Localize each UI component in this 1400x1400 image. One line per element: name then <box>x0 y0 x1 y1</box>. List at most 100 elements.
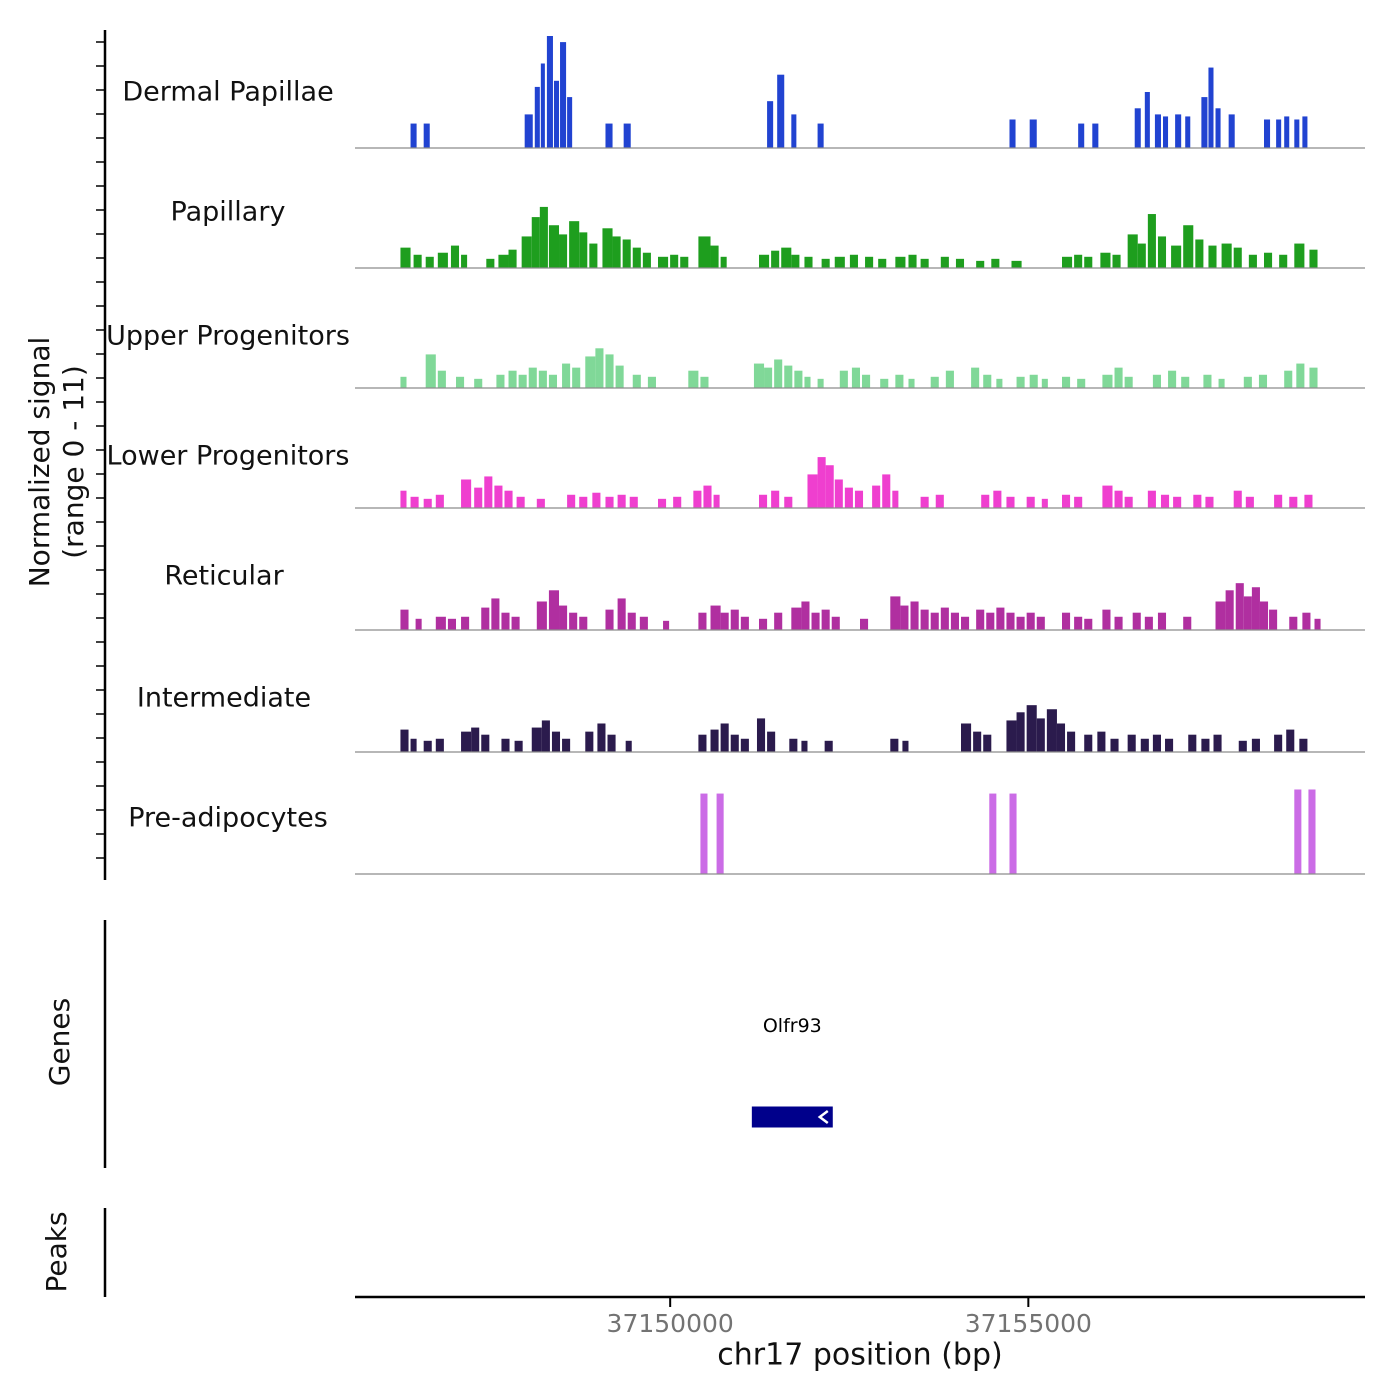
signal-bar <box>1208 245 1217 268</box>
signal-bar <box>496 374 505 388</box>
signal-bar <box>516 496 525 508</box>
signal-bar <box>540 63 545 149</box>
signal-bar <box>642 252 651 268</box>
signal-bar <box>531 217 540 268</box>
signal-bar <box>508 249 517 268</box>
signal-bar <box>1074 616 1083 630</box>
signal-bar <box>400 247 411 268</box>
signal-bar <box>1308 789 1316 874</box>
signal-bar <box>1036 616 1045 630</box>
signal-bar <box>1011 260 1022 268</box>
track-label-dermal-papillae: Dermal Papillae <box>122 76 334 108</box>
signal-bar <box>461 479 472 508</box>
signal-bar <box>1078 123 1085 148</box>
signal-bar <box>824 740 833 752</box>
signal-bar <box>551 731 561 752</box>
signal-bar <box>817 457 826 508</box>
signal-bar <box>548 374 557 388</box>
signal-bar <box>1168 370 1177 388</box>
signal-bar <box>602 228 613 268</box>
y-axis-label-signal-line1: Normalized signal <box>23 336 56 588</box>
signal-bar <box>1274 494 1283 508</box>
signal-bar <box>627 612 636 630</box>
signal-bar <box>1248 254 1257 268</box>
signal-bar <box>1185 116 1191 148</box>
signal-bar <box>494 485 503 508</box>
signal-bar <box>908 254 917 268</box>
signal-bar <box>996 378 1003 388</box>
signal-bar <box>1215 108 1221 148</box>
signal-bar <box>1110 738 1119 752</box>
signal-bar <box>1062 376 1071 388</box>
signal-bar <box>1251 587 1260 630</box>
signal-bar <box>955 258 965 268</box>
signal-bar <box>817 123 824 148</box>
signal-bar <box>647 376 656 388</box>
signal-bar <box>400 729 409 752</box>
signal-bar <box>1289 496 1298 508</box>
signal-bar <box>481 607 490 630</box>
signal-bar <box>791 607 802 630</box>
signal-bar <box>1026 705 1037 752</box>
signal-bar <box>740 616 749 630</box>
track-label-lower-progenitors: Lower Progenitors <box>106 440 350 472</box>
signal-bar <box>789 738 798 752</box>
signal-bar <box>1006 496 1015 508</box>
y-axis-label-peaks: Peaks <box>40 1211 73 1293</box>
signal-bar <box>882 474 891 508</box>
x-tick-label: 37150000 <box>607 1309 734 1338</box>
signal-bar <box>983 374 992 388</box>
signal-bar <box>536 498 545 508</box>
signal-bar <box>1016 376 1025 388</box>
signal-bar <box>920 496 929 508</box>
signal-bar <box>849 254 858 268</box>
signal-bar <box>991 258 1000 268</box>
signal-bar <box>1299 738 1308 752</box>
signal-bar <box>518 374 527 388</box>
signal-bar <box>521 236 532 268</box>
signal-bar <box>1029 374 1038 388</box>
track-label-pre-adipocytes: Pre-adipocytes <box>128 802 328 834</box>
signal-bar <box>605 496 614 508</box>
signal-bar <box>1157 612 1167 630</box>
signal-bar <box>579 232 588 268</box>
signal-bar <box>940 256 949 268</box>
y-axis-label-genes: Genes <box>43 997 76 1087</box>
signal-bar <box>560 42 567 148</box>
signal-bar <box>935 494 944 508</box>
signal-bar <box>1041 498 1048 508</box>
signal-bar <box>825 465 834 508</box>
signal-bar <box>781 247 792 268</box>
signal-bar <box>567 97 573 148</box>
signal-bar <box>892 490 899 508</box>
signal-bar <box>759 254 770 268</box>
signal-bar <box>1132 612 1141 630</box>
signal-bar <box>756 718 766 752</box>
signal-bar <box>1218 378 1225 388</box>
x-axis-title: chr17 position (bp) <box>717 1337 1003 1373</box>
track-label-reticular: Reticular <box>164 560 284 592</box>
signal-bar <box>801 740 808 752</box>
signal-bar <box>1276 119 1282 148</box>
signal-bar <box>1228 114 1235 148</box>
signal-bar <box>834 256 845 268</box>
signal-bar <box>1062 612 1071 630</box>
signal-bar <box>541 720 550 752</box>
signal-bar <box>804 256 813 268</box>
signal-bar <box>821 258 830 268</box>
signal-bar <box>1233 247 1242 268</box>
signal-bar <box>437 252 448 268</box>
signal-bar <box>1097 731 1106 752</box>
signal-bar <box>461 254 468 268</box>
signal-bar <box>539 206 548 268</box>
signal-bar <box>740 738 749 752</box>
signal-bar <box>1062 256 1073 268</box>
signal-bar <box>851 367 860 388</box>
signal-bar <box>860 618 869 630</box>
signal-bar <box>1144 92 1150 148</box>
signal-bar <box>548 225 560 268</box>
signal-bar <box>1302 116 1308 148</box>
signal-bar <box>673 496 682 508</box>
